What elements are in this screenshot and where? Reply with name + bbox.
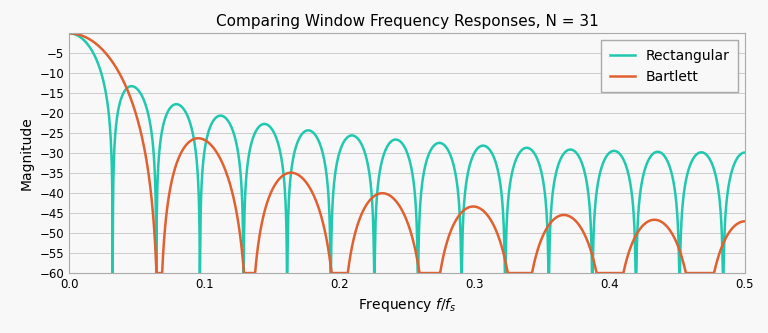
Rectangular	[194, 176, 203, 180]
Bartlett	[65, 31, 74, 35]
Rectangular	[108, 271, 118, 275]
Bartlett	[740, 219, 750, 223]
Title: Comparing Window Frequency Responses, N = 31: Comparing Window Frequency Responses, N …	[216, 14, 598, 29]
X-axis label: Frequency $f/f_s$: Frequency $f/f_s$	[358, 296, 456, 314]
Bartlett	[368, 195, 377, 199]
Rectangular	[368, 210, 377, 214]
Rectangular	[647, 153, 657, 157]
Y-axis label: Magnitude: Magnitude	[20, 116, 34, 190]
Rectangular	[366, 184, 376, 188]
Bartlett	[194, 136, 203, 140]
Line: Rectangular: Rectangular	[69, 33, 745, 273]
Rectangular	[65, 31, 74, 35]
Bartlett	[366, 197, 376, 201]
Bartlett	[204, 141, 214, 145]
Bartlett	[647, 218, 657, 222]
Rectangular	[204, 129, 214, 133]
Bartlett	[152, 271, 161, 275]
Line: Bartlett: Bartlett	[69, 33, 745, 273]
Bartlett	[427, 271, 436, 275]
Rectangular	[740, 151, 750, 155]
Legend: Rectangular, Bartlett: Rectangular, Bartlett	[601, 40, 738, 92]
Rectangular	[427, 146, 436, 150]
